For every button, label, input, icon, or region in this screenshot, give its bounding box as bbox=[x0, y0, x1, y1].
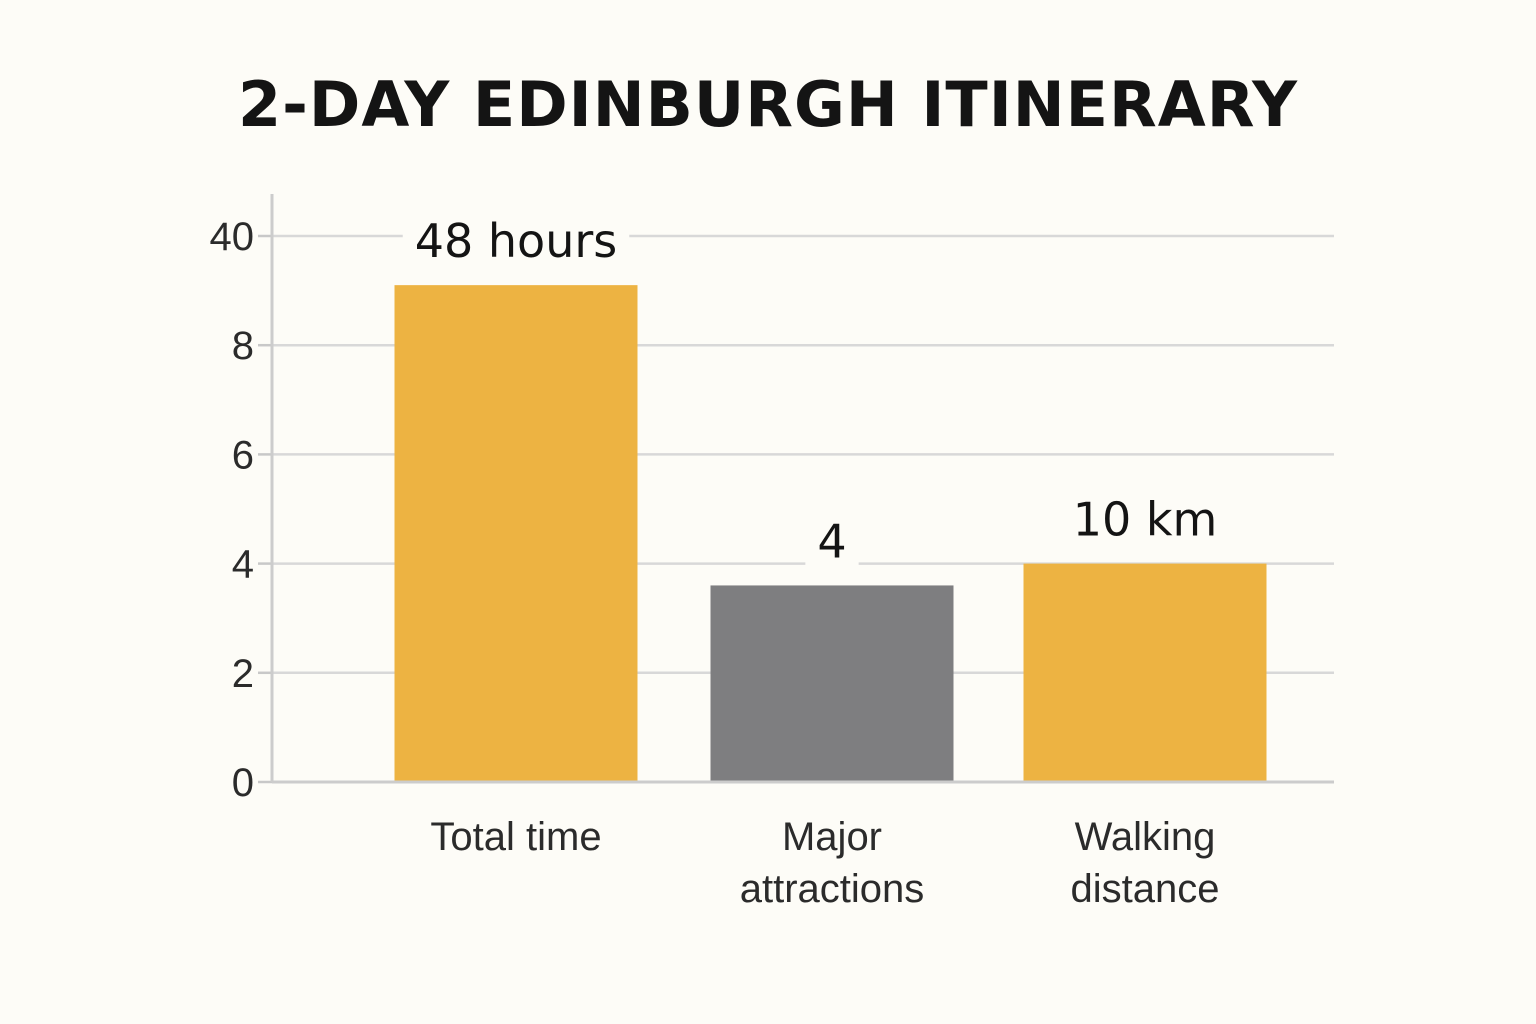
y-tick-label: 40 bbox=[210, 215, 255, 259]
bar bbox=[1023, 563, 1267, 782]
x-tick-label: attractions bbox=[740, 867, 925, 911]
bar bbox=[710, 585, 954, 782]
x-tick-label: distance bbox=[1071, 867, 1220, 911]
data-label: 48 hours bbox=[415, 214, 618, 268]
chart-title: 2-DAY EDINBURGH ITINERARY bbox=[238, 68, 1298, 141]
bar bbox=[394, 285, 638, 782]
data-label: 4 bbox=[817, 514, 846, 568]
x-tick-label: Walking bbox=[1075, 815, 1216, 859]
y-tick-label: 0 bbox=[232, 761, 254, 805]
y-tick-label: 2 bbox=[232, 652, 254, 696]
data-label-background bbox=[402, 212, 630, 271]
x-tick-label: Total time bbox=[430, 815, 601, 859]
data-label-background bbox=[805, 512, 859, 571]
x-tick-label: Major bbox=[782, 815, 882, 859]
y-tick-label: 6 bbox=[232, 433, 254, 477]
data-label-background bbox=[1060, 490, 1230, 549]
y-tick-label: 8 bbox=[232, 324, 254, 368]
y-tick-label: 4 bbox=[232, 543, 254, 587]
data-label: 10 km bbox=[1073, 493, 1218, 547]
